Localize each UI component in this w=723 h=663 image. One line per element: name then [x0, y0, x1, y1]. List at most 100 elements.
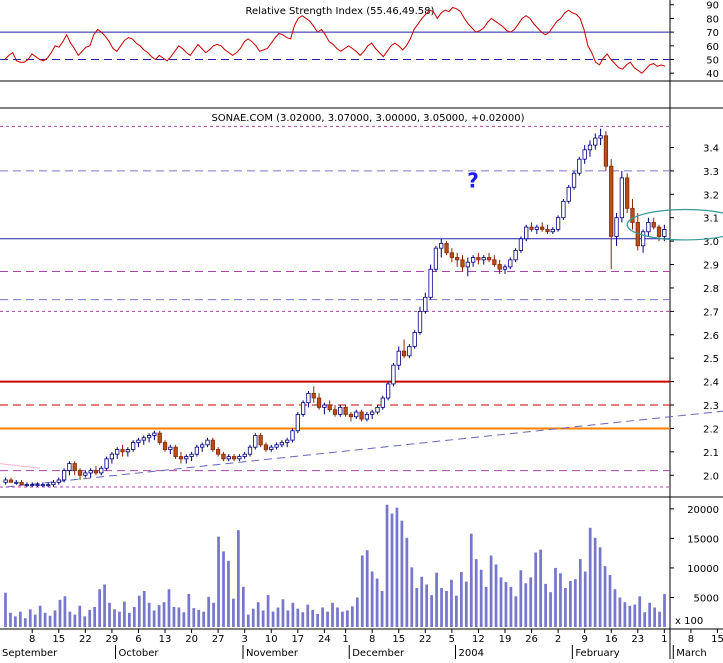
- candle-body: [513, 250, 518, 261]
- volume-bar: [390, 513, 394, 627]
- volume-bar: [123, 601, 126, 627]
- rsi-panel-title: Relative Strength Index (55.46,49.58): [246, 6, 435, 17]
- volume-bar: [232, 598, 235, 627]
- volume-bar: [583, 571, 587, 627]
- candle-body: [3, 479, 8, 483]
- volume-bar: [455, 595, 458, 627]
- volume-bar: [296, 608, 300, 627]
- candle-body: [120, 449, 125, 453]
- candle-body: [540, 226, 545, 230]
- month-label: September: [2, 648, 58, 659]
- rsi-tick-label: 70: [706, 28, 719, 39]
- candle-body: [93, 470, 99, 474]
- candle-body: [497, 264, 502, 270]
- volume-bar: [63, 596, 67, 627]
- candle-body: [391, 364, 396, 385]
- candle-body: [449, 252, 454, 258]
- price-tick-label: 3.2: [703, 190, 719, 201]
- candle-body: [306, 392, 311, 404]
- candle-body: [534, 226, 539, 230]
- candle-body: [338, 406, 343, 415]
- candle-body: [274, 444, 279, 448]
- volume-bar: [608, 575, 612, 627]
- price-tick-label: 2.9: [703, 261, 719, 272]
- volume-bar: [311, 609, 315, 627]
- volume-bar: [593, 537, 597, 627]
- volume-bar: [464, 581, 468, 627]
- volume-bar: [633, 604, 637, 627]
- volume-bar: [331, 602, 334, 627]
- x-tick-label: 16: [605, 634, 618, 645]
- volume-bar: [346, 610, 349, 627]
- candle-body: [455, 257, 460, 261]
- candle-body: [19, 481, 24, 486]
- question-mark-annotation: ?: [467, 168, 479, 192]
- price-tick-label: 2.7: [703, 307, 719, 318]
- month-label: February: [575, 648, 619, 659]
- volume-bar: [4, 592, 7, 627]
- volume-bar: [569, 580, 572, 627]
- candle-body: [247, 446, 253, 455]
- x-tick-label: 10: [265, 634, 278, 645]
- candle-body: [375, 406, 380, 413]
- volume-bar: [53, 610, 57, 627]
- volume-bar: [469, 533, 473, 627]
- volume-bar: [118, 611, 121, 627]
- candle-body: [157, 432, 162, 443]
- candle-body: [380, 397, 385, 408]
- rsi-tick-label: 50: [706, 55, 719, 66]
- volume-bar: [281, 599, 285, 627]
- volume-bar: [78, 605, 82, 627]
- candle-body: [14, 481, 19, 484]
- volume-bar: [98, 589, 101, 627]
- candle-body: [630, 207, 635, 223]
- volume-bar: [341, 611, 344, 627]
- candle-body: [99, 467, 104, 474]
- candle-body: [508, 259, 513, 268]
- volume-bar: [539, 549, 543, 627]
- volume-bar: [425, 584, 429, 627]
- volume-bar: [177, 607, 181, 627]
- x-tick-label: 22: [419, 634, 432, 645]
- volume-bar: [127, 612, 131, 627]
- x-tick-label: 15: [392, 634, 405, 645]
- candle-body: [587, 144, 593, 151]
- candle-body: [295, 413, 300, 432]
- candle-body: [385, 383, 391, 399]
- candle-body: [348, 413, 354, 418]
- candle-body: [189, 453, 194, 457]
- candle-body: [401, 350, 407, 357]
- volume-bar: [137, 595, 141, 627]
- candle-body: [598, 135, 603, 139]
- candle-body: [242, 453, 247, 457]
- candle-body: [529, 226, 534, 230]
- x-tick-label: 15: [711, 634, 723, 645]
- price-tick-label: 2.1: [703, 448, 719, 459]
- volume-bar: [83, 616, 87, 627]
- candle-body: [125, 449, 130, 453]
- volume-bar: [113, 609, 116, 627]
- candle-body: [566, 186, 571, 202]
- volume-bar: [301, 612, 305, 627]
- x-tick-label: 2: [555, 634, 561, 645]
- candle-body: [205, 439, 210, 446]
- volume-bar: [524, 583, 528, 627]
- candle-body: [263, 444, 269, 450]
- volume-bar: [212, 602, 215, 627]
- candle-body: [359, 411, 364, 420]
- rsi-tick-label: 40: [706, 69, 719, 80]
- volume-bar: [360, 555, 364, 627]
- candle-body: [8, 479, 14, 483]
- x-tick-label: 29: [106, 634, 119, 645]
- volume-bar: [68, 611, 72, 627]
- candle-body: [152, 432, 157, 436]
- candle-body: [46, 484, 51, 487]
- candle-body: [476, 257, 481, 261]
- x-tick-label: 15: [52, 634, 65, 645]
- volume-bar: [350, 606, 354, 627]
- volume-bar: [618, 597, 622, 627]
- volume-bar: [529, 577, 533, 627]
- volume-bar: [564, 588, 567, 627]
- volume-bar: [18, 611, 22, 627]
- volume-bar: [534, 552, 538, 627]
